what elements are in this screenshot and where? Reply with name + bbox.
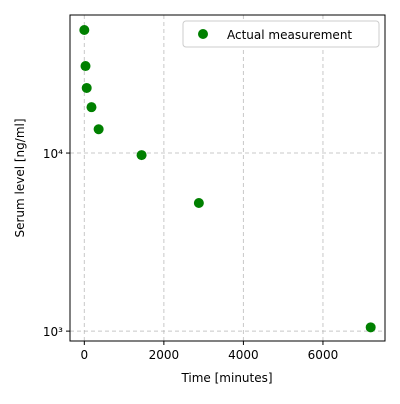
data-point: [79, 24, 90, 35]
data-point: [81, 82, 92, 93]
x-tick-label: 2000: [149, 348, 180, 362]
data-point: [93, 124, 104, 135]
legend-marker: [198, 29, 208, 39]
legend-box: [182, 20, 380, 48]
x-tick-label: 6000: [308, 348, 339, 362]
data-point: [193, 198, 204, 209]
legend: Actual measurement: [182, 20, 380, 48]
data-point: [136, 150, 147, 161]
data-point: [365, 322, 376, 333]
y-tick-label: 10³: [43, 325, 63, 339]
x-tick-label: 0: [80, 348, 88, 362]
y-tick-label: 10⁴: [43, 147, 63, 161]
data-point: [80, 61, 91, 72]
data-point: [86, 102, 97, 113]
x-tick-label: 4000: [228, 348, 259, 362]
legend-label: Actual measurement: [227, 28, 352, 42]
x-axis-label: Time [minutes]: [180, 371, 272, 385]
plot-frame: [69, 14, 386, 342]
y-axis-label: Serum level [ng/ml]: [13, 118, 27, 237]
